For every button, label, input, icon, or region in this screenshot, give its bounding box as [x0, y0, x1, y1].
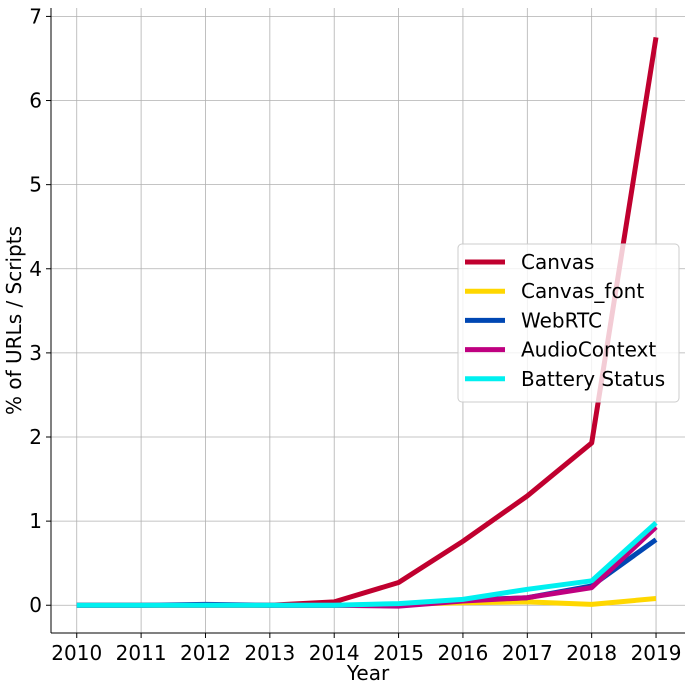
axis-spines: [50, 8, 685, 634]
legend-box: [457, 243, 680, 403]
y-tick-label: 5: [29, 173, 42, 197]
x-tick-label: 2019: [631, 641, 682, 665]
y-tick-label: 2: [29, 425, 42, 449]
y-axis-title: % of URLs / Scripts: [2, 226, 26, 415]
x-tick-label: 2012: [180, 641, 231, 665]
legend-label: WebRTC: [521, 308, 602, 332]
y-axis-ticks: 0 1 2 3 4 5 6 7: [29, 4, 51, 617]
legend-label: Battery Status: [521, 367, 665, 391]
x-tick-label: 2014: [309, 641, 360, 665]
x-tick-label: 2018: [566, 641, 617, 665]
series-lines: [76, 37, 659, 609]
legend: Canvas Canvas_font WebRTC AudioContext Batte…: [457, 243, 680, 403]
x-tick-label: 2010: [51, 641, 102, 665]
x-tick-label: 2016: [437, 641, 488, 665]
x-axis-ticks: 2010 2011 2012 2013 2014 2015 2016 2017 2018 2019: [51, 633, 681, 665]
x-tick-label: 2015: [373, 641, 424, 665]
y-tick-label: 4: [29, 257, 42, 281]
x-tick-label: 2013: [244, 641, 295, 665]
series-line-battery-status: [76, 520, 658, 608]
x-tick-label: 2011: [116, 641, 167, 665]
legend-label: Canvas: [521, 250, 594, 274]
legend-label: Canvas_font: [521, 279, 644, 303]
legend-label: AudioContext: [521, 338, 656, 362]
x-axis-title: Year: [346, 661, 390, 685]
y-tick-label: 7: [29, 4, 42, 28]
y-tick-label: 6: [29, 89, 42, 113]
x-tick-label: 2017: [502, 641, 553, 665]
series-line-webrtc: [76, 537, 658, 608]
y-tick-label: 0: [29, 593, 42, 617]
y-tick-label: 1: [29, 509, 42, 533]
y-tick-label: 3: [29, 341, 42, 365]
